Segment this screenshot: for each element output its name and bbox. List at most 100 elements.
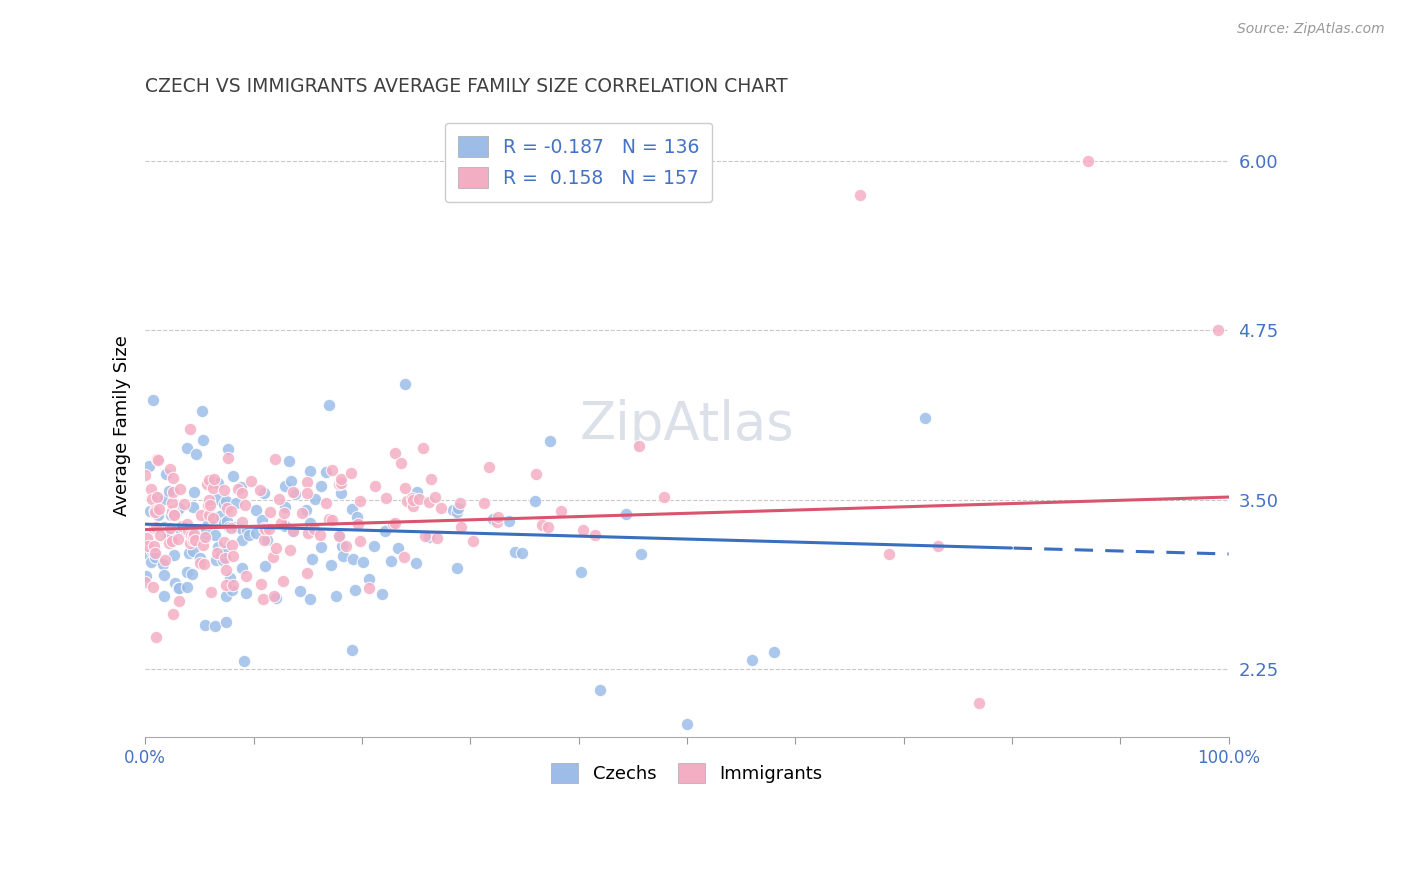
Point (167, 581, 190, 595)
Point (291, 506, 314, 520)
Point (219, 521, 242, 535)
Point (319, 558, 342, 573)
Point (212, 483, 235, 497)
Point (278, 454, 301, 468)
Point (482, 511, 505, 525)
Point (252, 592, 274, 607)
Point (195, 476, 218, 491)
Point (167, 594, 190, 608)
Point (380, 553, 402, 567)
Point (402, 500, 425, 514)
Point (308, 528, 330, 542)
Point (264, 452, 287, 467)
Point (288, 583, 311, 598)
Point (138, 458, 160, 473)
Point (152, 491, 174, 506)
Point (231, 522, 253, 536)
Point (212, 516, 235, 530)
Point (141, 492, 163, 507)
Point (177, 523, 200, 537)
Point (148, 453, 170, 467)
Point (449, 496, 471, 510)
Point (148, 528, 170, 542)
Point (193, 538, 215, 552)
Point (159, 462, 181, 476)
Point (162, 607, 184, 622)
Point (328, 476, 350, 491)
Point (472, 496, 495, 510)
Point (389, 456, 412, 470)
Point (142, 521, 165, 535)
Point (214, 550, 236, 565)
Point (343, 582, 366, 597)
Point (346, 516, 368, 531)
Point (329, 475, 352, 490)
Point (222, 577, 245, 591)
Point (162, 471, 184, 485)
Point (215, 494, 238, 508)
Point (1206, 323, 1229, 337)
Point (295, 502, 318, 516)
Point (283, 524, 305, 539)
Point (183, 500, 205, 515)
Point (202, 471, 225, 485)
Point (166, 504, 188, 518)
Point (193, 530, 215, 544)
Point (209, 509, 232, 524)
Point (193, 557, 215, 571)
Point (262, 550, 284, 565)
Point (142, 580, 165, 594)
Point (297, 525, 319, 540)
Point (486, 509, 509, 524)
Legend: Czechs, Immigrants: Czechs, Immigrants (544, 756, 830, 790)
Point (188, 550, 211, 565)
Point (441, 503, 464, 517)
Point (253, 533, 276, 547)
Point (153, 520, 176, 534)
Point (169, 482, 191, 496)
Point (235, 498, 257, 512)
Point (183, 527, 205, 541)
Point (204, 619, 226, 633)
Point (179, 546, 201, 560)
Point (209, 548, 232, 562)
Point (200, 585, 222, 599)
Point (249, 483, 271, 497)
Point (330, 472, 353, 486)
Point (197, 498, 219, 512)
Point (217, 442, 239, 457)
Point (157, 528, 180, 542)
Point (218, 571, 240, 585)
Point (176, 580, 198, 594)
Point (339, 466, 361, 480)
Point (374, 491, 396, 505)
Point (143, 505, 166, 519)
Point (349, 533, 371, 548)
Text: ZipAtlas: ZipAtlas (579, 399, 794, 451)
Point (281, 524, 304, 538)
Point (359, 572, 381, 586)
Point (264, 591, 287, 605)
Point (180, 567, 202, 582)
Point (218, 520, 240, 534)
Point (382, 517, 405, 532)
Point (160, 534, 183, 549)
Point (311, 479, 333, 493)
Point (405, 556, 427, 570)
Point (299, 591, 322, 606)
Point (281, 484, 304, 499)
Point (205, 553, 228, 567)
Point (1077, 153, 1099, 168)
Point (524, 467, 547, 482)
Point (134, 468, 156, 483)
Point (212, 534, 235, 549)
Point (136, 539, 159, 553)
Point (204, 516, 226, 530)
Point (143, 539, 166, 553)
Point (429, 500, 451, 515)
Point (270, 516, 292, 530)
Point (221, 539, 243, 553)
Point (340, 501, 363, 516)
Point (315, 496, 337, 510)
Point (194, 523, 217, 537)
